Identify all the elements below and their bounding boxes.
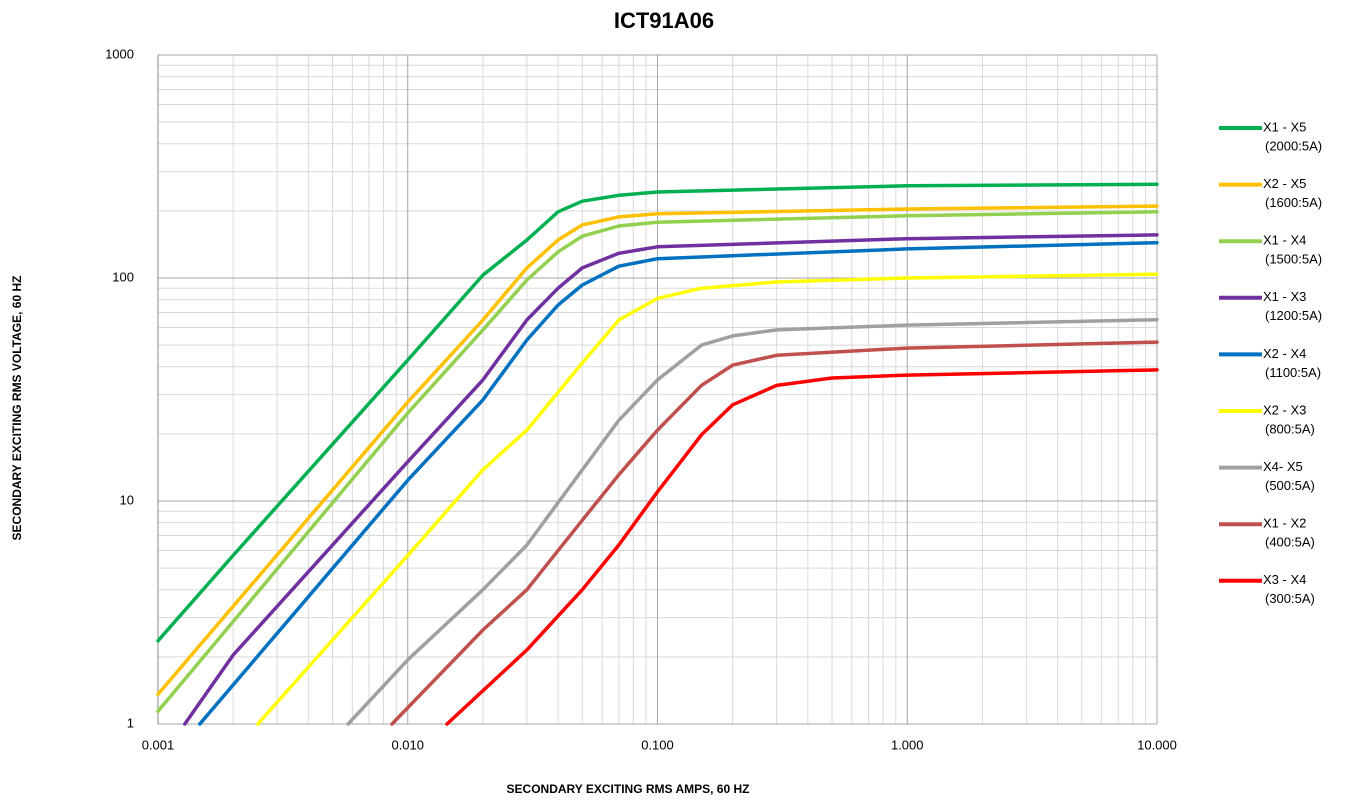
x-tick-label: 0.001 bbox=[142, 737, 175, 752]
legend-sublabel: (1200:5A) bbox=[1265, 308, 1322, 323]
legend-label: X1 - X2 bbox=[1263, 516, 1306, 531]
y-tick-label: 1 bbox=[127, 715, 134, 730]
plot-lines bbox=[156, 182, 1159, 726]
y-tick-label: 10 bbox=[120, 492, 134, 507]
legend-sublabel: (800:5A) bbox=[1265, 421, 1315, 436]
legend-label: X2 - X3 bbox=[1263, 402, 1306, 417]
series-line bbox=[183, 233, 1159, 726]
chart-title: ICT91A06 bbox=[614, 8, 714, 33]
y-tick-label: 100 bbox=[112, 269, 134, 284]
y-tick-label: 1000 bbox=[105, 46, 134, 61]
series-line bbox=[256, 272, 1159, 726]
legend-sublabel: (2000:5A) bbox=[1265, 138, 1322, 153]
series-line bbox=[156, 210, 1159, 714]
x-tick-label: 1.000 bbox=[891, 737, 924, 752]
series-line bbox=[198, 240, 1159, 726]
series-line bbox=[390, 340, 1159, 726]
legend-label: X2 - X5 bbox=[1263, 176, 1306, 191]
legend-label: X1 - X4 bbox=[1263, 233, 1306, 248]
legend-sublabel: (400:5A) bbox=[1265, 535, 1315, 550]
x-tick-label: 10.000 bbox=[1137, 737, 1177, 752]
legend-sublabel: (1600:5A) bbox=[1265, 195, 1322, 210]
series-line bbox=[346, 317, 1159, 726]
legend-label: X1 - X3 bbox=[1263, 289, 1306, 304]
legend-sublabel: (1100:5A) bbox=[1265, 365, 1321, 380]
legend-sublabel: (1500:5A) bbox=[1265, 252, 1322, 267]
legend-label: X3 - X4 bbox=[1263, 572, 1306, 587]
series-line bbox=[445, 368, 1159, 726]
x-tick-label: 0.010 bbox=[391, 737, 424, 752]
legend-label: X2 - X4 bbox=[1263, 346, 1306, 361]
series-line bbox=[156, 182, 1159, 643]
legend-sublabel: (300:5A) bbox=[1265, 591, 1315, 606]
x-axis-label: SECONDARY EXCITING RMS AMPS, 60 HZ bbox=[507, 782, 750, 796]
grid bbox=[157, 54, 1158, 725]
legend-label: X1 - X5 bbox=[1263, 119, 1306, 134]
x-tick-label: 0.100 bbox=[641, 737, 674, 752]
ticks: 0.001 0.010 0.100 1.000 10.000 1 10 100 1000 bbox=[105, 46, 1177, 752]
legend-sublabel: (500:5A) bbox=[1265, 478, 1315, 493]
legend-label: X4- X5 bbox=[1263, 459, 1303, 474]
y-axis-label: SECONDARY EXCITING RMS VOLTAGE, 60 HZ bbox=[10, 276, 24, 541]
legend: X1 - X5 (2000:5A) X2 - X5 (1600:5A) X1 - X4 (… bbox=[1219, 119, 1322, 606]
series-line bbox=[156, 204, 1159, 696]
